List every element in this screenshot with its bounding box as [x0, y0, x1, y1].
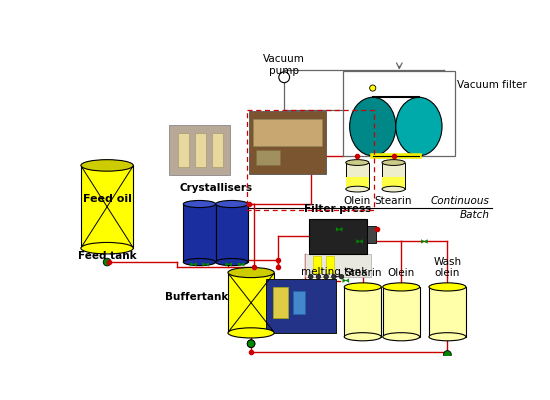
Polygon shape: [206, 262, 209, 266]
Polygon shape: [343, 279, 346, 282]
Ellipse shape: [383, 283, 420, 291]
FancyBboxPatch shape: [294, 290, 305, 314]
Text: Vacuum filter: Vacuum filter: [458, 80, 527, 90]
FancyBboxPatch shape: [228, 272, 274, 333]
Text: Filter press: Filter press: [305, 204, 372, 214]
Ellipse shape: [81, 242, 133, 254]
Text: Continuous: Continuous: [431, 196, 490, 206]
Circle shape: [332, 274, 336, 279]
Ellipse shape: [228, 268, 274, 278]
Text: Olein: Olein: [344, 196, 371, 206]
FancyBboxPatch shape: [313, 256, 321, 273]
Ellipse shape: [228, 328, 274, 338]
Circle shape: [316, 274, 321, 279]
Text: melting tank: melting tank: [301, 268, 367, 278]
FancyBboxPatch shape: [367, 226, 376, 243]
Polygon shape: [226, 262, 229, 266]
Ellipse shape: [383, 333, 420, 341]
Circle shape: [248, 340, 255, 348]
Ellipse shape: [396, 97, 442, 156]
Text: Wash
olein: Wash olein: [433, 257, 461, 278]
Circle shape: [339, 274, 344, 279]
FancyBboxPatch shape: [346, 177, 368, 189]
Polygon shape: [356, 240, 360, 243]
FancyBboxPatch shape: [267, 279, 336, 333]
Polygon shape: [229, 262, 232, 266]
Text: Olein: Olein: [388, 268, 415, 278]
FancyBboxPatch shape: [343, 71, 455, 156]
FancyBboxPatch shape: [382, 177, 405, 189]
FancyBboxPatch shape: [383, 287, 420, 337]
Ellipse shape: [183, 200, 216, 208]
FancyBboxPatch shape: [326, 256, 334, 273]
FancyBboxPatch shape: [169, 125, 230, 175]
Circle shape: [279, 72, 289, 83]
FancyBboxPatch shape: [344, 287, 381, 337]
FancyBboxPatch shape: [216, 204, 248, 262]
Ellipse shape: [183, 258, 216, 266]
Text: Feed tank: Feed tank: [78, 251, 136, 261]
Ellipse shape: [429, 333, 466, 341]
Text: Batch: Batch: [460, 210, 490, 220]
Text: Stearin: Stearin: [344, 268, 382, 278]
Text: Buffertank: Buffertank: [164, 292, 228, 302]
Ellipse shape: [81, 160, 133, 171]
FancyBboxPatch shape: [309, 219, 367, 254]
FancyBboxPatch shape: [429, 287, 466, 337]
Circle shape: [309, 274, 313, 279]
Polygon shape: [346, 279, 349, 282]
Ellipse shape: [350, 97, 396, 156]
Ellipse shape: [344, 333, 381, 341]
Circle shape: [370, 85, 376, 91]
Polygon shape: [190, 262, 194, 266]
Circle shape: [248, 340, 255, 348]
FancyBboxPatch shape: [212, 133, 223, 167]
FancyBboxPatch shape: [252, 119, 322, 146]
Ellipse shape: [216, 200, 248, 208]
FancyBboxPatch shape: [195, 133, 206, 167]
Polygon shape: [238, 262, 241, 266]
Polygon shape: [194, 262, 196, 266]
Text: Stearin: Stearin: [375, 196, 412, 206]
Polygon shape: [425, 240, 427, 243]
Polygon shape: [339, 228, 342, 231]
Ellipse shape: [346, 160, 369, 166]
Polygon shape: [336, 228, 339, 231]
Text: Feed oil: Feed oil: [82, 194, 131, 204]
Ellipse shape: [429, 283, 466, 291]
FancyBboxPatch shape: [382, 162, 405, 189]
Polygon shape: [421, 240, 425, 243]
Ellipse shape: [216, 258, 248, 266]
FancyBboxPatch shape: [183, 204, 216, 262]
FancyBboxPatch shape: [178, 133, 189, 167]
FancyBboxPatch shape: [81, 166, 133, 248]
FancyBboxPatch shape: [273, 287, 288, 318]
Circle shape: [443, 351, 452, 358]
Ellipse shape: [382, 160, 405, 166]
Ellipse shape: [346, 186, 369, 192]
Text: Crystallisers: Crystallisers: [179, 183, 252, 193]
Polygon shape: [202, 262, 206, 266]
Polygon shape: [241, 262, 244, 266]
FancyBboxPatch shape: [249, 111, 326, 174]
Polygon shape: [360, 240, 362, 243]
FancyBboxPatch shape: [346, 162, 369, 189]
FancyBboxPatch shape: [305, 254, 371, 277]
FancyBboxPatch shape: [256, 150, 279, 165]
Circle shape: [324, 274, 328, 279]
Text: Vacuum
pump: Vacuum pump: [263, 54, 305, 76]
Circle shape: [103, 258, 111, 266]
Ellipse shape: [344, 283, 381, 291]
Ellipse shape: [382, 186, 405, 192]
